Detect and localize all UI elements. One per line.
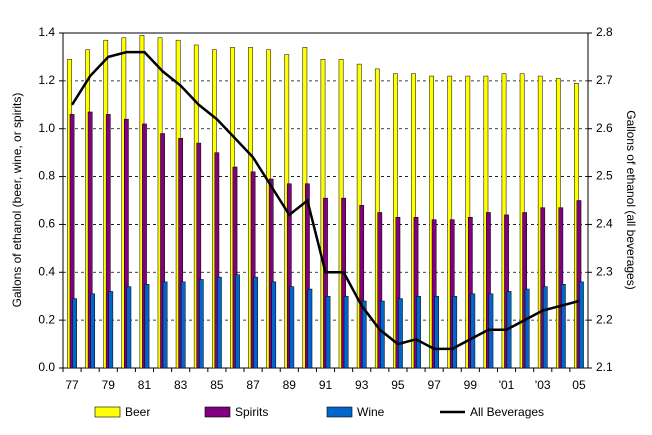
x-tick-label: 79 (102, 378, 116, 392)
bar (542, 286, 548, 369)
y-tick-label: 0.2 (38, 312, 55, 326)
bar (579, 281, 584, 369)
y-tick-label: 0.8 (38, 169, 55, 183)
y2-tick-label: 2.7 (596, 73, 613, 87)
bar (180, 281, 186, 369)
bar (434, 295, 439, 369)
x-tick-label: 85 (210, 378, 224, 392)
bar (325, 295, 331, 369)
bar (271, 281, 277, 369)
bar (69, 114, 75, 369)
legend-swatch (94, 406, 121, 418)
y2-tick-label: 2.5 (596, 169, 613, 183)
bar (486, 212, 491, 369)
bar (217, 276, 222, 369)
y2-tick-label: 2.6 (596, 121, 613, 135)
y-tick-label: 1.4 (38, 25, 55, 39)
bar (359, 205, 365, 369)
y-tick-label: 0.6 (38, 217, 55, 231)
bar (142, 123, 147, 369)
bar (250, 171, 256, 369)
bar (87, 111, 93, 369)
x-tick-label: 87 (246, 378, 260, 392)
bar (561, 284, 566, 369)
x-tick-label: 99 (464, 378, 478, 392)
y-tick-label: 0.4 (38, 264, 55, 278)
x-tick-label: 95 (391, 378, 405, 392)
legend-label: Spirits (235, 405, 268, 419)
bar (105, 114, 111, 369)
bar (379, 300, 385, 369)
bar (413, 217, 419, 369)
bar (470, 293, 476, 369)
bar (289, 286, 295, 369)
legend-label: Wine (357, 405, 385, 419)
bar (431, 219, 437, 369)
bar (160, 133, 165, 369)
bar (196, 142, 202, 369)
y2-tick-label: 2.8 (596, 25, 613, 39)
bar (232, 166, 238, 369)
x-tick-label: 83 (174, 378, 188, 392)
bar (108, 291, 114, 369)
x-tick-label: 93 (355, 378, 369, 392)
bar (90, 293, 96, 369)
legend-swatch (204, 406, 231, 418)
bar (449, 219, 455, 369)
bar (343, 295, 349, 369)
line (70, 50, 580, 351)
bar (214, 152, 220, 369)
y-axis-label: Gallons of ethanol (beer, wine, or spiri… (10, 93, 24, 308)
bar (452, 295, 458, 369)
y-tick-label: 0.0 (38, 360, 55, 374)
legend-label: All Beverages (470, 405, 544, 419)
bar (395, 217, 401, 369)
bar (416, 295, 421, 369)
bar (162, 281, 168, 369)
bar (467, 217, 473, 369)
bar (198, 279, 204, 369)
bar (377, 212, 383, 369)
x-tick-label: 81 (138, 378, 152, 392)
bar (235, 274, 240, 369)
bar (361, 300, 367, 369)
bar (323, 197, 328, 369)
bar (253, 276, 258, 369)
bar (398, 298, 403, 369)
x-tick-label: '03 (535, 378, 551, 392)
bar (307, 288, 313, 369)
y2-tick-label: 2.3 (596, 264, 613, 278)
y-tick-label: 1.0 (38, 121, 55, 135)
bar (144, 284, 150, 369)
x-tick-label: 89 (283, 378, 297, 392)
bar (341, 197, 346, 369)
bar (178, 138, 184, 369)
y2-tick-label: 2.1 (596, 360, 613, 374)
y2-tick-label: 2.2 (596, 312, 613, 326)
y2-axis-label: Gallons of ethanol (all beverages) (624, 110, 638, 289)
x-tick-label: 05 (572, 378, 586, 392)
bar (524, 288, 530, 369)
bar (268, 178, 274, 369)
bar (72, 298, 77, 369)
y-tick-label: 1.2 (38, 73, 55, 87)
bar (126, 286, 132, 369)
x-tick-label: 91 (319, 378, 333, 392)
x-tick-label: '01 (499, 378, 515, 392)
legend-label: Beer (125, 405, 150, 419)
bar (286, 183, 292, 369)
y2-tick-label: 2.4 (596, 217, 613, 231)
x-tick-label: 77 (65, 378, 79, 392)
x-tick-label: 97 (427, 378, 441, 392)
bar (305, 183, 310, 369)
legend-swatch (326, 406, 353, 418)
bar (124, 118, 129, 369)
